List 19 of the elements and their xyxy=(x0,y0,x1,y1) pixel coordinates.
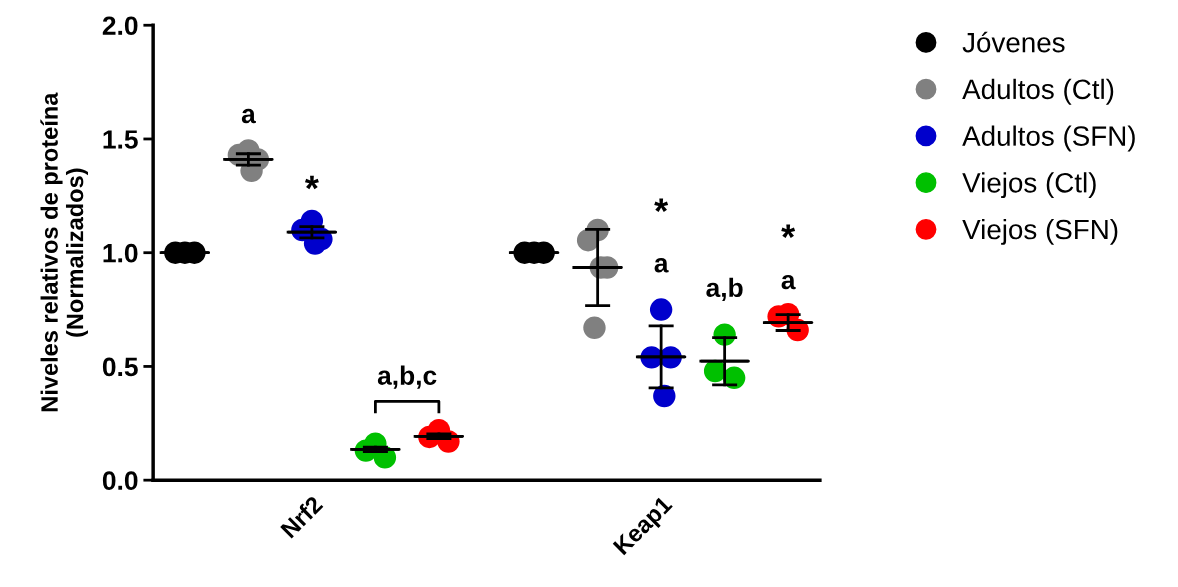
annotation: * xyxy=(654,198,669,212)
annotation: a xyxy=(654,258,669,273)
legend-label: Viejos (Ctl) xyxy=(962,172,1096,199)
y-tick-label: 1.5 xyxy=(103,130,138,149)
annotation: a,b xyxy=(706,277,743,301)
y-tick-label: 2.0 xyxy=(102,16,138,36)
legend-label: Viejos (SFN) xyxy=(962,218,1118,245)
annotation: * xyxy=(781,224,796,238)
annotation: a,b,c xyxy=(377,365,437,389)
y-tick-label: 0.5 xyxy=(102,357,138,377)
annotation: a xyxy=(781,274,796,290)
y-tick-label: 1.0 xyxy=(103,243,138,263)
legend-label: Adultos (Ctl) xyxy=(962,78,1114,105)
y-tick-label: 0.0 xyxy=(102,471,138,490)
y-axis-title: Niveles relativos de proteína (Normalizados) xyxy=(40,92,88,412)
legend-label: Jóvenes xyxy=(962,31,1065,53)
annotation: a xyxy=(241,108,256,124)
legend-label: Adultos (SFN) xyxy=(962,125,1135,152)
annotation: * xyxy=(304,175,319,190)
